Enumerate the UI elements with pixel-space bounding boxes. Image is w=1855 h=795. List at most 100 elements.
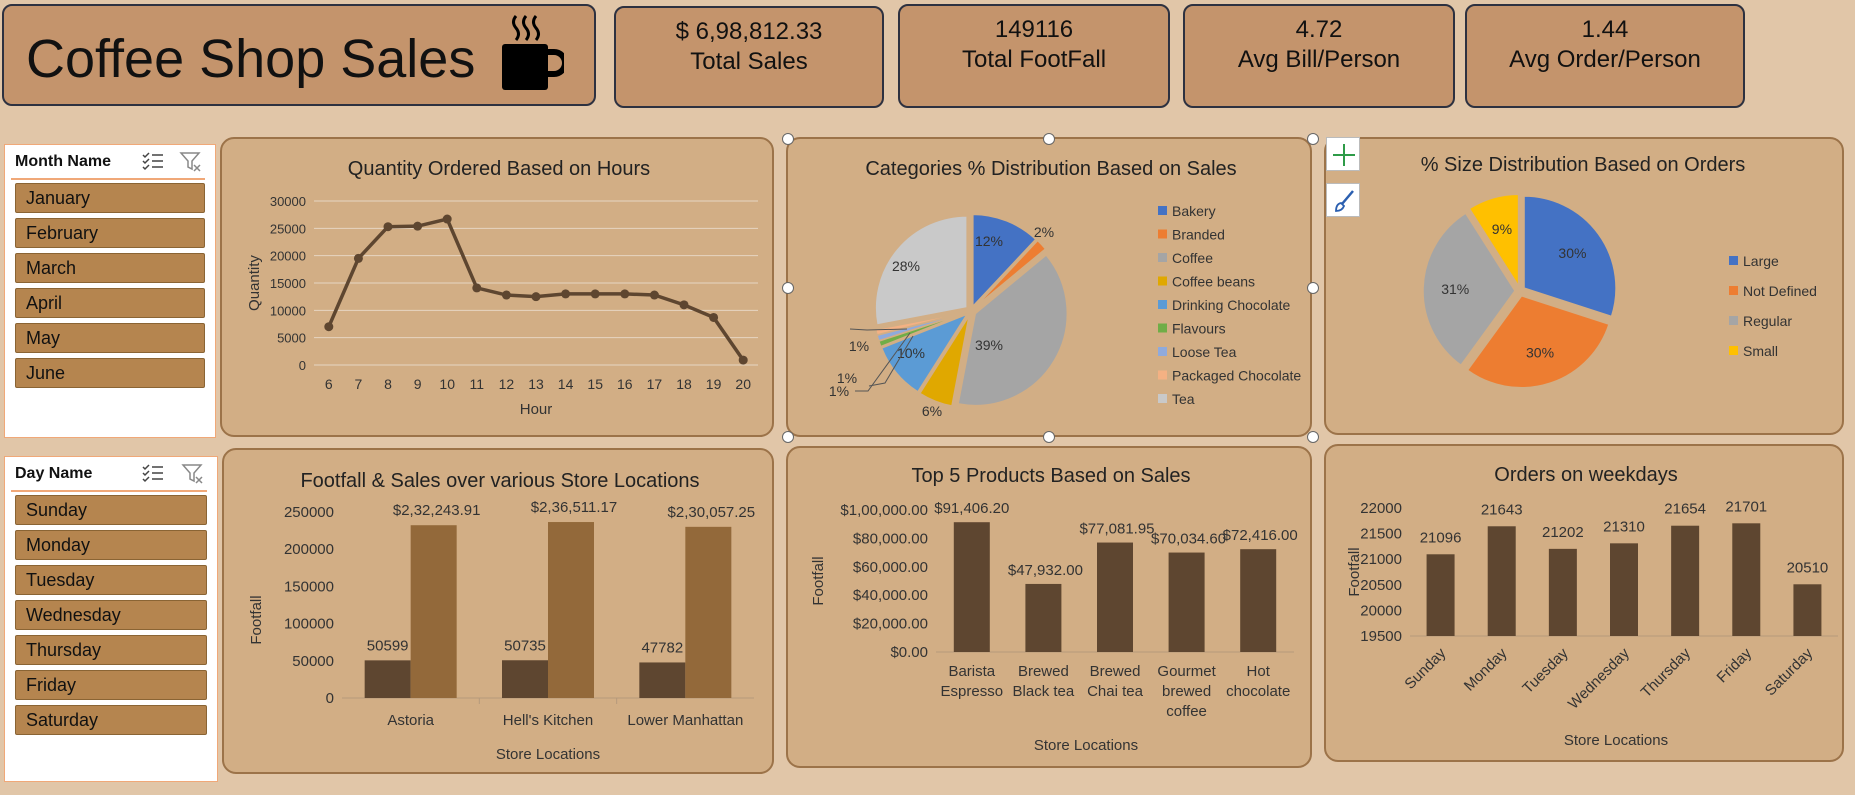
kpi-avg-order: 1.44 Avg Order/Person xyxy=(1465,4,1745,108)
weekdays-chart-panel[interactable]: Orders on weekdays 19500 20000 20500 21000 21… xyxy=(1324,444,1844,762)
bar xyxy=(548,522,594,698)
x-tick-label: Saturday xyxy=(1762,644,1817,699)
x-tick-label: 17 xyxy=(647,376,663,392)
x-tick-label: 11 xyxy=(470,376,485,392)
slicer-item-june[interactable]: June xyxy=(15,358,205,388)
clear-filter-icon[interactable] xyxy=(179,151,203,173)
bar-data-label: $2,36,511.17 xyxy=(531,499,617,516)
chart-elements-button[interactable] xyxy=(1326,137,1360,171)
slicer-item-january[interactable]: January xyxy=(15,183,205,213)
x-tick-label: Black tea xyxy=(1013,683,1075,700)
slicer-item-february[interactable]: February xyxy=(15,218,205,248)
kpi-total-sales: $ 6,98,812.33 Total Sales xyxy=(614,6,884,108)
x-tick-label: Chai tea xyxy=(1087,683,1144,700)
pie-data-label: 39% xyxy=(975,337,1003,353)
multi-select-icon[interactable] xyxy=(141,151,165,171)
y-tick-label: $40,000.00 xyxy=(853,587,928,604)
bar-data-label: $77,081.95 xyxy=(1079,521,1154,538)
slicer-item-thursday[interactable]: Thursday xyxy=(15,635,207,665)
bar xyxy=(1732,523,1761,636)
locations-chart-panel[interactable]: Footfall & Sales over various Store Loca… xyxy=(222,448,774,774)
pie-data-label: 30% xyxy=(1526,345,1554,361)
resize-handle-n[interactable] xyxy=(1043,133,1055,145)
resize-handle-e[interactable] xyxy=(1307,282,1319,294)
bar xyxy=(410,525,457,698)
legend-swatch xyxy=(1158,253,1167,262)
categories-chart-panel[interactable]: Categories % Distribution Based on Sales… xyxy=(786,137,1312,437)
resize-handle-ne[interactable] xyxy=(1307,133,1319,145)
y-tick-label: 21500 xyxy=(1360,526,1402,543)
x-tick-label: Lower Manhattan xyxy=(627,712,743,729)
y-tick-label: 19500 xyxy=(1360,628,1402,645)
pie-data-label: 28% xyxy=(892,258,920,274)
slicer-item-march[interactable]: March xyxy=(15,253,205,283)
series-line xyxy=(327,216,745,362)
slicer-item-april[interactable]: April xyxy=(15,288,205,318)
chart-title: Categories % Distribution Based on Sales xyxy=(865,158,1236,180)
kpi-label: Total FootFall xyxy=(961,46,1107,73)
bar-data-label: $70,034.60 xyxy=(1151,531,1226,548)
plus-icon xyxy=(1333,144,1355,166)
products-chart-panel[interactable]: Top 5 Products Based on Sales $0.00 $20,00… xyxy=(786,446,1312,768)
bar-data-label: $91,406.20 xyxy=(934,500,1009,517)
x-tick-label: Sunday xyxy=(1401,644,1449,692)
resize-handle-w[interactable] xyxy=(782,282,794,294)
y-tick-label: $1,00,000.00 xyxy=(840,502,928,519)
locations-bar-chart: Footfall & Sales over various Store Loca… xyxy=(248,470,755,763)
slicer-item-friday[interactable]: Friday xyxy=(15,670,207,700)
slicer-item-monday[interactable]: Monday xyxy=(15,530,207,560)
multi-select-icon[interactable] xyxy=(141,463,165,483)
x-tick-label: Brewed xyxy=(1018,663,1069,680)
pie-data-label: 1% xyxy=(837,370,857,386)
chart-styles-button[interactable] xyxy=(1326,183,1360,217)
slicer-item-saturday[interactable]: Saturday xyxy=(15,705,207,735)
slicer-item-tuesday[interactable]: Tuesday xyxy=(15,565,207,595)
legend-swatch xyxy=(1158,394,1167,403)
y-tick-label: 10000 xyxy=(270,303,306,318)
legend-label: Flavours xyxy=(1172,321,1226,337)
y-tick-label: 25000 xyxy=(270,221,306,236)
legend-label: Bakery xyxy=(1172,203,1216,219)
x-tick-label: 19 xyxy=(706,376,722,392)
x-tick-label: Barista xyxy=(948,663,995,680)
resize-handle-s[interactable] xyxy=(1043,431,1055,443)
resize-handle-sw[interactable] xyxy=(782,431,794,443)
bar-data-label: 21096 xyxy=(1420,529,1462,546)
y-tick-label: 30000 xyxy=(270,194,306,209)
slicer-item-wednesday[interactable]: Wednesday xyxy=(15,600,207,630)
bar-data-label: 21310 xyxy=(1603,518,1645,535)
y-tick-label: 200000 xyxy=(284,541,334,558)
data-point xyxy=(324,322,334,332)
x-tick-label: Friday xyxy=(1714,644,1756,686)
resize-handle-se[interactable] xyxy=(1307,431,1319,443)
data-point xyxy=(501,290,511,300)
data-point xyxy=(709,312,719,322)
x-tick-label: 16 xyxy=(617,376,633,392)
pie-data-label: 10% xyxy=(897,345,925,361)
pie-data-label: 2% xyxy=(1034,224,1054,240)
sizes-chart-panel[interactable]: % Size Distribution Based on Orders 30% 30… xyxy=(1324,137,1844,435)
x-tick-label: 12 xyxy=(499,376,515,392)
bar-data-label: $72,416.00 xyxy=(1223,527,1298,544)
legend-swatch xyxy=(1158,206,1167,215)
legend-swatch xyxy=(1158,323,1167,333)
clear-filter-icon[interactable] xyxy=(181,463,205,485)
kpi-value: $ 6,98,812.33 xyxy=(675,18,823,45)
dashboard-title: Coffee Shop Sales xyxy=(26,29,476,89)
pie-data-label: 1% xyxy=(849,338,869,354)
resize-handle-nw[interactable] xyxy=(782,133,794,145)
hours-chart-panel[interactable]: Quantity Ordered Based on Hours 0 5000 1000… xyxy=(220,137,774,437)
legend-swatch xyxy=(1158,347,1167,356)
slicer-item-sunday[interactable]: Sunday xyxy=(15,495,207,525)
data-point xyxy=(561,289,571,299)
weekdays-bar-chart: Orders on weekdays 19500 20000 20500 21000 21… xyxy=(1346,464,1838,749)
bar xyxy=(1671,525,1700,636)
data-point xyxy=(738,355,748,365)
pie-slice-large xyxy=(1523,195,1617,318)
legend-label: Not Defined xyxy=(1743,283,1817,299)
legend-swatch xyxy=(1158,300,1167,309)
day-slicer[interactable]: Day Name Sunday Monday Tuesday Wednesday Thu… xyxy=(4,456,218,782)
month-slicer[interactable]: Month Name January February March April May J… xyxy=(4,144,216,438)
slicer-item-may[interactable]: May xyxy=(15,323,205,353)
y-tick-label: 0 xyxy=(299,358,306,373)
